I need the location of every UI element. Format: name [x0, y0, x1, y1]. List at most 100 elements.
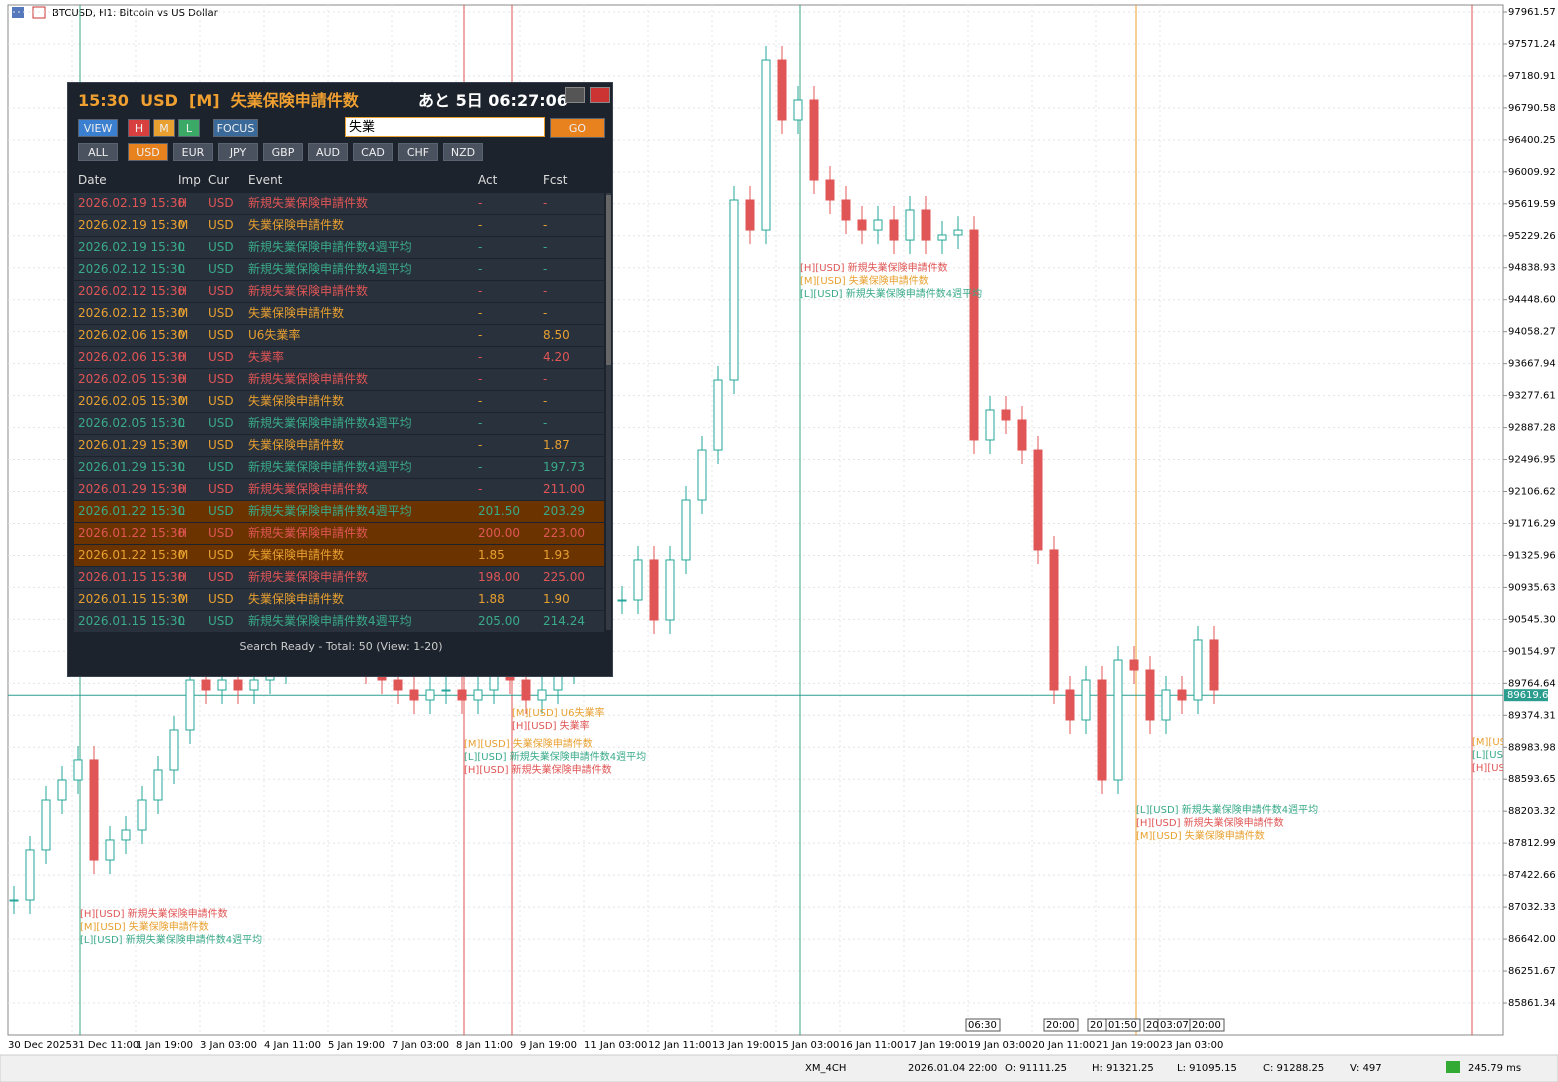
- currency-button[interactable]: ALL: [78, 143, 118, 161]
- currency-button[interactable]: CAD: [353, 143, 393, 161]
- candle: [137, 799, 147, 831]
- cell: M: [178, 438, 189, 452]
- candle: [681, 499, 691, 561]
- event-row[interactable]: 2026.02.12 15:30 M USD 失業保険申請件数 - -: [74, 303, 604, 324]
- candle: [1161, 689, 1171, 721]
- status-text: 245.79 ms: [1468, 1063, 1521, 1074]
- cell: 失業率: [248, 350, 285, 364]
- currency-button[interactable]: CHF: [398, 143, 438, 161]
- x-tick-label: 7 Jan 03:00: [392, 1040, 449, 1051]
- candle: [521, 679, 531, 701]
- event-row[interactable]: 2026.02.06 15:30 H USD 失業率 - 4.20: [74, 347, 604, 368]
- cell: 201.50: [478, 504, 520, 518]
- cell: 失業保険申請件数: [248, 592, 345, 606]
- event-row[interactable]: 2026.02.19 15:30 M USD 失業保険申請件数 - -: [74, 215, 604, 236]
- y-tick-label: 91325.96: [1508, 550, 1556, 561]
- event-row[interactable]: 2026.02.12 15:30 L USD 新規失業保険申請件数4週平均 - -: [74, 259, 604, 280]
- go-button[interactable]: GO: [550, 118, 605, 138]
- cell: 新規失業保険申請件数4週平均: [248, 460, 412, 474]
- cell: 新規失業保険申請件数4週平均: [248, 240, 412, 254]
- y-tick-label: 91716.29: [1508, 518, 1556, 529]
- event-row[interactable]: 2026.01.15 15:30 H USD 新規失業保険申請件数 198.00 225.…: [74, 567, 604, 588]
- event-row[interactable]: 2026.02.05 15:30 M USD 失業保険申請件数 - -: [74, 391, 604, 412]
- scrollbar: [606, 193, 611, 630]
- cell: 2026.02.12 15:30: [78, 284, 186, 298]
- cell: -: [543, 262, 548, 276]
- minimize-button[interactable]: [565, 87, 585, 103]
- search-input[interactable]: 失業: [345, 117, 545, 137]
- filter-button[interactable]: FOCUS: [213, 119, 258, 137]
- event-row[interactable]: 2026.02.05 15:30 L USD 新規失業保険申請件数4週平均 - -: [74, 413, 604, 434]
- scroll-thumb[interactable]: [606, 195, 611, 365]
- cell: 8.50: [543, 328, 570, 342]
- event-row[interactable]: 2026.02.19 15:30 H USD 新規失業保険申請件数 - -: [74, 193, 604, 214]
- event-row[interactable]: 2026.01.29 15:30 H USD 新規失業保険申請件数 - 211.00: [74, 479, 604, 500]
- candle: [249, 679, 259, 691]
- y-tick-label: 90545.30: [1508, 614, 1556, 625]
- candle: [89, 759, 99, 861]
- filter-button[interactable]: H: [128, 119, 150, 137]
- y-tick-label: 97571.24: [1508, 39, 1556, 50]
- candle: [1177, 689, 1187, 701]
- event-row[interactable]: 2026.01.22 15:30 L USD 新規失業保険申請件数4週平均 201.50…: [74, 501, 604, 522]
- cell: -: [543, 372, 548, 386]
- event-row[interactable]: 2026.01.15 15:30 L USD 新規失業保険申請件数4週平均 205.00…: [74, 611, 604, 632]
- event-annotation: [L][US: [1472, 750, 1503, 761]
- cell: H: [178, 372, 188, 386]
- cell: USD: [208, 350, 234, 364]
- x-tick-label: 8 Jan 11:00: [456, 1040, 513, 1051]
- candle: [457, 689, 467, 701]
- cell: -: [478, 350, 483, 364]
- cell: -: [543, 196, 548, 210]
- currency-button[interactable]: EUR: [173, 143, 213, 161]
- candle: [1209, 639, 1219, 691]
- filter-button[interactable]: VIEW: [78, 119, 118, 137]
- cell: 4.20: [543, 350, 570, 364]
- filter-button[interactable]: M: [153, 119, 175, 137]
- cell: 新規失業保険申請件数4週平均: [248, 614, 412, 628]
- cell: 2026.02.12 15:30: [78, 306, 186, 320]
- event-row[interactable]: 2026.01.22 15:30 H USD 新規失業保険申請件数 200.00 223.…: [74, 523, 604, 544]
- event-row[interactable]: 2026.01.29 15:30 L USD 新規失業保険申請件数4週平均 - 197.7…: [74, 457, 604, 478]
- cell: USD: [208, 548, 234, 562]
- event-annotation: [H][USD] 新規失業保険申請件数: [1136, 816, 1284, 829]
- candle: [969, 229, 979, 441]
- cell: M: [178, 394, 189, 408]
- menu-icon[interactable]: [12, 7, 24, 18]
- event-row[interactable]: 2026.01.29 15:30 M USD 失業保険申請件数 - 1.87: [74, 435, 604, 456]
- candle: [153, 769, 163, 801]
- cell: H: [178, 526, 188, 540]
- event-row[interactable]: 2026.01.15 15:30 M USD 失業保険申請件数 1.88 1.90: [74, 589, 604, 610]
- currency-button[interactable]: USD: [128, 143, 168, 161]
- cell: -: [543, 416, 548, 430]
- currency-button[interactable]: NZD: [443, 143, 483, 161]
- candle: [1129, 659, 1139, 671]
- x-tick-label: 31 Dec 11:00: [72, 1040, 139, 1051]
- event-row[interactable]: 2026.01.22 15:30 M USD 失業保険申請件数 1.85 1.93: [74, 545, 604, 566]
- candle: [649, 559, 659, 621]
- y-tick-label: 95229.26: [1508, 231, 1556, 242]
- currency-button[interactable]: AUD: [308, 143, 348, 161]
- close-button[interactable]: [590, 87, 610, 103]
- currency-button[interactable]: GBP: [263, 143, 303, 161]
- cell: 2026.02.05 15:30: [78, 416, 186, 430]
- cell: USD: [208, 416, 234, 430]
- cell: -: [543, 240, 548, 254]
- cell: 200.00: [478, 526, 520, 540]
- filter-button[interactable]: L: [178, 119, 200, 137]
- cell: 新規失業保険申請件数: [248, 570, 369, 584]
- cell: -: [478, 240, 483, 254]
- event-row[interactable]: 2026.02.19 15:30 L USD 新規失業保険申請件数4週平均 - -: [74, 237, 604, 258]
- event-row[interactable]: 2026.02.12 15:30 H USD 新規失業保険申請件数 - -: [74, 281, 604, 302]
- y-tick-label: 93277.61: [1508, 391, 1556, 402]
- y-tick-label: 85861.34: [1508, 998, 1556, 1009]
- y-tick-label: 86251.67: [1508, 966, 1556, 977]
- cell: 198.00: [478, 570, 520, 584]
- y-tick-label: 90935.63: [1508, 582, 1556, 593]
- column-header: Act: [478, 173, 498, 187]
- event-row[interactable]: 2026.02.06 15:30 M USD U6失業率 - 8.50: [74, 325, 604, 346]
- currency-button[interactable]: JPY: [218, 143, 258, 161]
- event-row[interactable]: 2026.02.05 15:30 H USD 新規失業保険申請件数 - -: [74, 369, 604, 390]
- time-marker: 20: [1146, 1020, 1159, 1031]
- cell: 2026.02.05 15:30: [78, 372, 186, 386]
